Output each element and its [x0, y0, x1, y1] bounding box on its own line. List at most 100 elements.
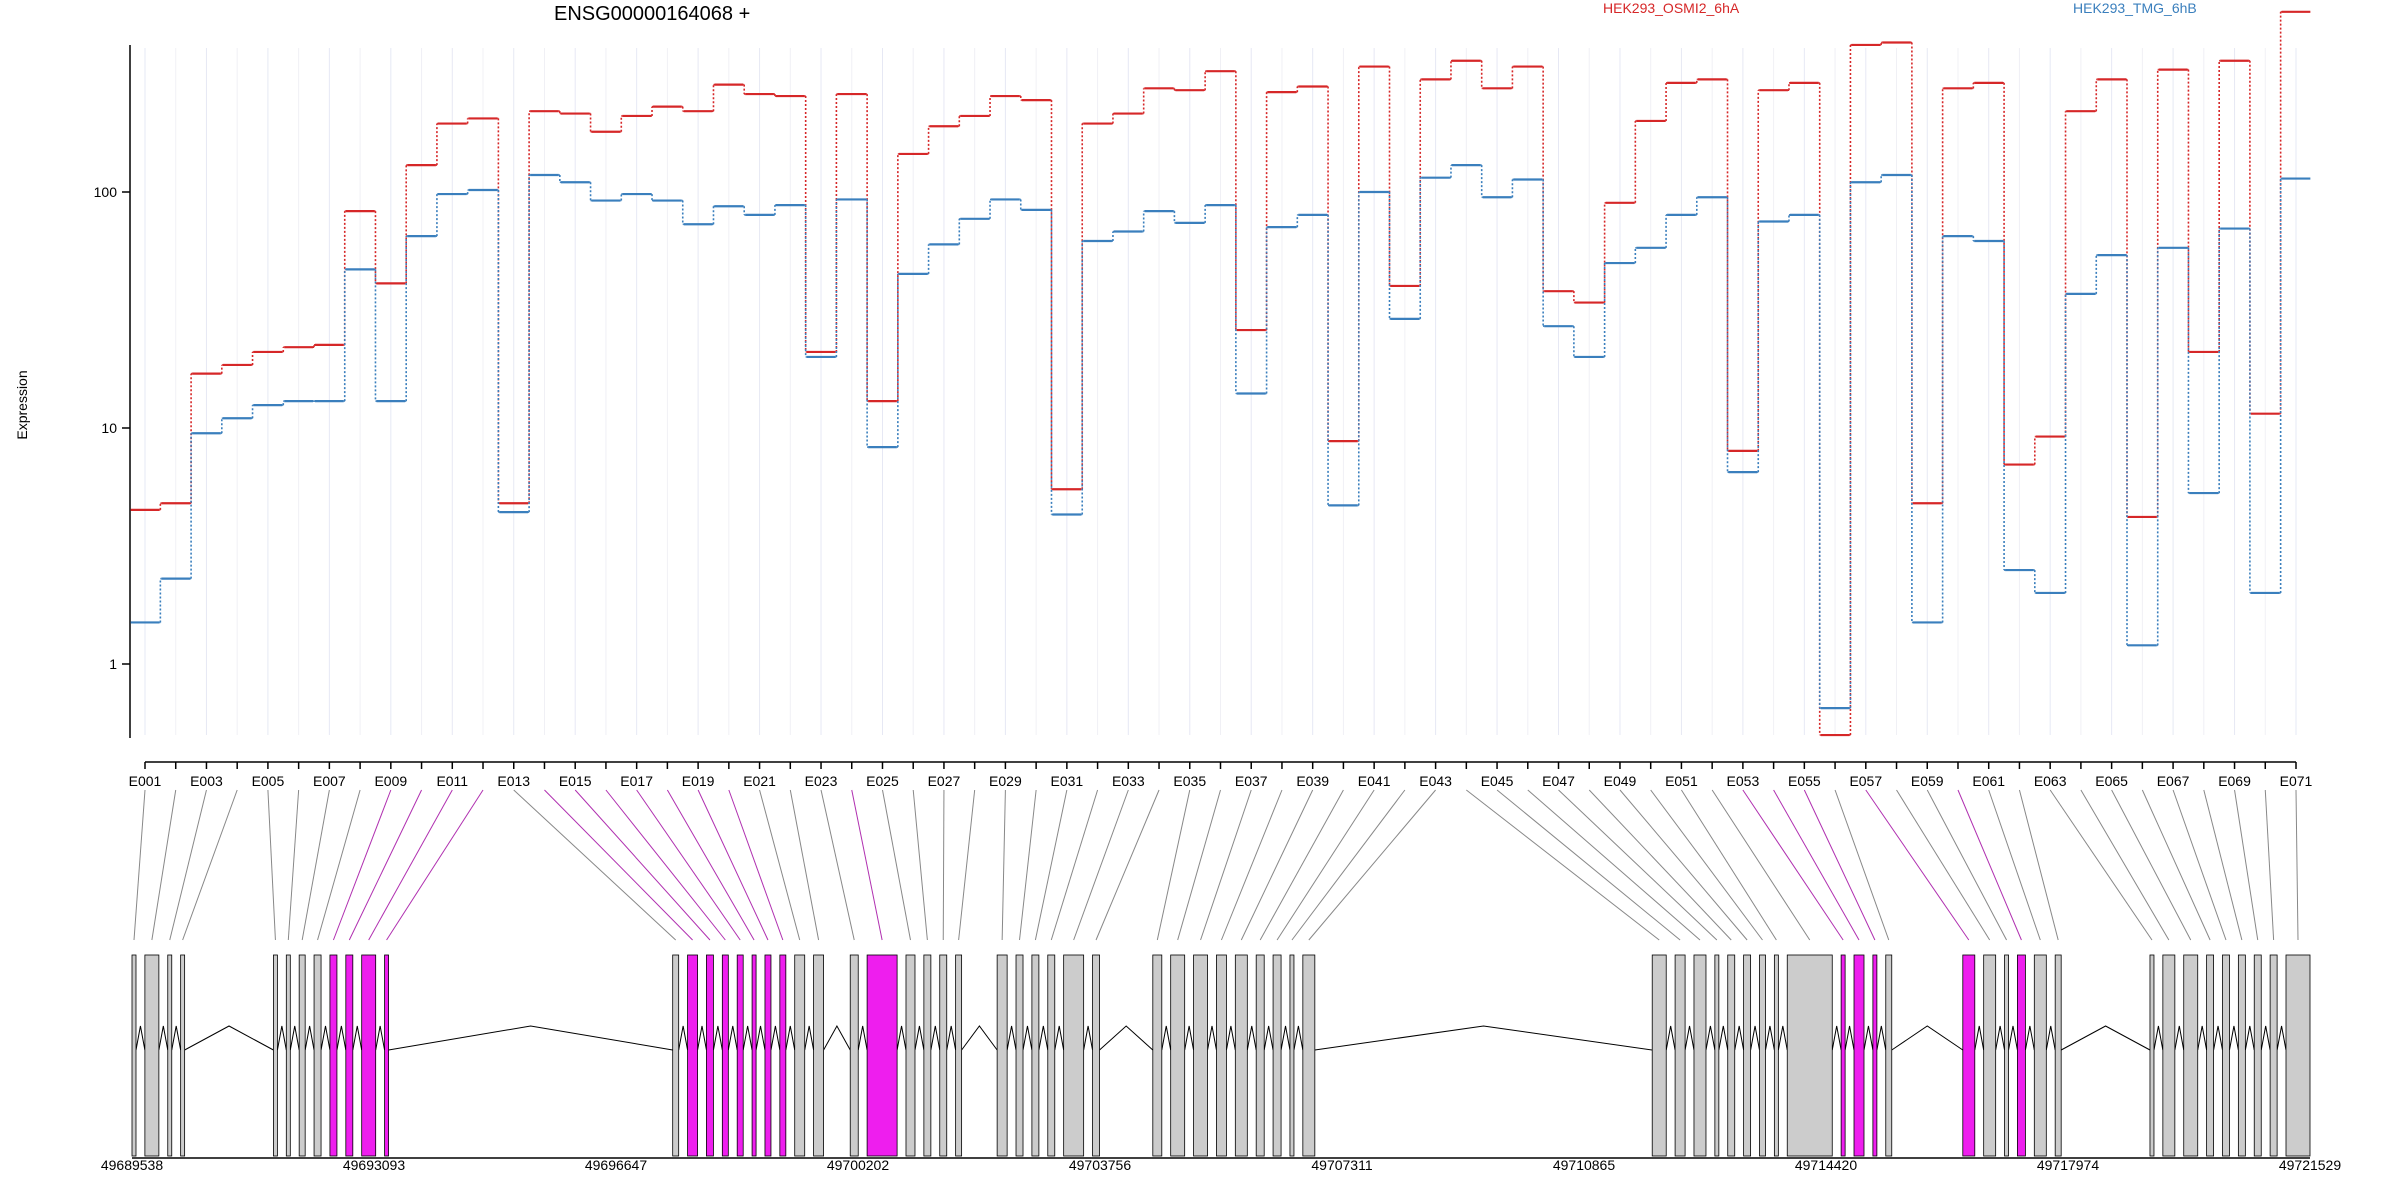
exon-box	[736, 954, 744, 1157]
exon-box	[672, 954, 680, 1157]
intron-line	[375, 1025, 386, 1051]
exon-tick-label: E013	[497, 773, 530, 789]
exon-tick-label: E053	[1727, 773, 1760, 789]
genomic-coordinate-label: 49710865	[1553, 1157, 1616, 1173]
genomic-coordinate-label: 49696647	[585, 1157, 648, 1173]
intron-line	[2024, 1025, 2035, 1051]
exon-connector	[1050, 789, 1099, 941]
vertical-gridlines	[144, 48, 2297, 735]
exon-tick-label: E065	[2095, 773, 2128, 789]
legend-entry-osmi2: HEK293_OSMI2_6hA	[1603, 0, 1740, 16]
exon-connector	[182, 789, 238, 941]
genomic-coordinate-label: 49693093	[343, 1157, 406, 1173]
exon-connector	[1001, 789, 1006, 941]
exon-box	[1840, 954, 1846, 1157]
exon-axis: E001 E003 E005 E007 E009 E011 E013 E015 E017 E019…	[129, 761, 2313, 789]
exon-box	[2206, 954, 2215, 1157]
exon-connector	[1803, 789, 1876, 941]
genomic-coordinate-label: 49703756	[1069, 1157, 1132, 1173]
intron-line	[1734, 1025, 1745, 1051]
intron-line	[1006, 1025, 1017, 1051]
exon-connector	[2049, 789, 2153, 941]
intron-line	[1314, 1025, 1653, 1051]
exon-tick-label: E051	[1665, 773, 1698, 789]
exon-connector	[169, 789, 207, 941]
exon-tick-label: E063	[2034, 773, 2067, 789]
exon-tick-label: E017	[620, 773, 653, 789]
exon-connector	[2203, 789, 2243, 941]
exon-connector	[1073, 789, 1129, 941]
exon-box	[2183, 954, 2199, 1157]
exon-connector	[1865, 789, 1970, 941]
intron-line	[1684, 1025, 1695, 1051]
exon-tick-label: E011	[436, 773, 468, 789]
exon-box	[687, 954, 698, 1157]
exon-connector	[332, 789, 392, 941]
exon-connector	[2111, 789, 2192, 941]
exon-tick-label: E015	[559, 773, 592, 789]
exon-connector	[789, 789, 820, 941]
exon-box	[2285, 954, 2311, 1157]
genomic-coordinate-label: 49714420	[1795, 1157, 1858, 1173]
intron-line	[1777, 1025, 1788, 1051]
intron-line	[1974, 1025, 1985, 1051]
exon-connector	[1200, 789, 1252, 941]
exon-box	[298, 954, 306, 1157]
intron-line	[755, 1025, 766, 1051]
exon-connector	[1034, 789, 1068, 941]
intron-line	[946, 1025, 957, 1051]
intron-line	[388, 1025, 673, 1051]
exon-box	[849, 954, 859, 1157]
intron-line	[2008, 1025, 2018, 1051]
intron-line	[2045, 1025, 2056, 1051]
intron-line	[1225, 1025, 1236, 1051]
exon-box	[1289, 954, 1295, 1157]
exon-tick-label: E033	[1112, 773, 1145, 789]
exon-box	[751, 954, 757, 1157]
exon-box	[1773, 954, 1779, 1157]
exon-box	[1170, 954, 1186, 1157]
exon-connector	[942, 789, 945, 941]
intron-line	[304, 1025, 315, 1051]
exon-connector	[301, 789, 330, 941]
exon-tick-label: E057	[1849, 773, 1882, 789]
intron-line	[276, 1025, 287, 1051]
intron-line	[1161, 1025, 1172, 1051]
exon-tick-label: E021	[743, 773, 776, 789]
exon-box	[2253, 954, 2262, 1157]
exon-box	[1983, 954, 1997, 1157]
exon-connector	[1496, 789, 1681, 941]
exon-tick-label: E043	[1419, 773, 1452, 789]
exon-connector	[1896, 789, 1991, 941]
intron-line	[1099, 1025, 1154, 1051]
intron-line	[1246, 1025, 1257, 1051]
exon-box	[384, 954, 389, 1157]
exon-tick-label: E023	[805, 773, 838, 789]
exon-box	[1272, 954, 1282, 1157]
exon-tick-label: E055	[1788, 773, 1821, 789]
exon-box	[2222, 954, 2230, 1157]
exon-connector	[759, 789, 801, 941]
exon-connector	[851, 789, 883, 941]
chart-title: ENSG00000164068 +	[554, 3, 751, 25]
exon-connector	[1988, 789, 2041, 941]
intron-line	[961, 1025, 998, 1051]
intron-line	[2174, 1025, 2185, 1051]
exon-tick-label: E059	[1911, 773, 1944, 789]
exon-connector	[1926, 789, 2007, 941]
y-tick-label: 10	[101, 420, 117, 436]
exon-connector	[1742, 789, 1844, 941]
exon-box	[345, 954, 354, 1157]
intron-line	[1750, 1025, 1760, 1051]
intron-line	[1844, 1025, 1855, 1051]
exon-connector	[368, 789, 453, 941]
exon-box	[1853, 954, 1865, 1157]
intron-line	[1665, 1025, 1676, 1051]
exon-box	[131, 954, 137, 1157]
intron-line	[1764, 1025, 1775, 1051]
intron-line	[336, 1025, 347, 1051]
exon-box	[1063, 954, 1085, 1157]
exon-connector	[2141, 789, 2211, 941]
exon-connector	[2234, 789, 2259, 941]
exon-box	[1092, 954, 1100, 1157]
